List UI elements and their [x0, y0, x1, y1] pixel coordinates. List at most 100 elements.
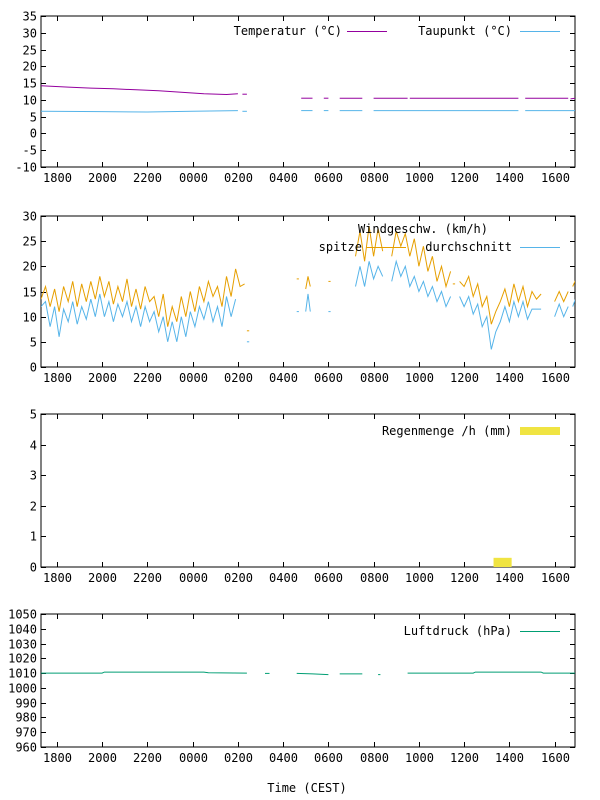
y-tick-label: 15 [23, 77, 37, 91]
x-tick-label: 1200 [450, 571, 479, 585]
y-tick-label: 980 [15, 711, 37, 725]
x-tick-label: 0200 [224, 571, 253, 585]
gust-legend-label: spitze [319, 240, 362, 254]
dewpoint-line-segment [41, 110, 238, 113]
x-tick-label: 1200 [450, 171, 479, 185]
x-tick-label: 0600 [314, 571, 343, 585]
x-tick-label: 0600 [314, 171, 343, 185]
x-tick-label: 2200 [133, 171, 162, 185]
x-tick-label: 1800 [43, 571, 72, 585]
average-line-segment [459, 295, 542, 350]
rain-legend-swatch [520, 427, 560, 435]
x-tick-label: 2000 [88, 571, 117, 585]
x-tick-label: 1400 [495, 751, 524, 765]
x-tick-label: 1600 [541, 371, 570, 385]
wind-speed-chart: 0 5 10 15 20 25 30 1800 2000 2200 0000 0200 0400 0600… [23, 210, 576, 385]
y-tick-label: 30 [23, 27, 37, 41]
average-line-segment [391, 259, 452, 309]
x-tick-label: 0200 [224, 371, 253, 385]
gust-line-segment [305, 276, 311, 290]
y-tick-label: 30 [23, 210, 37, 224]
pressure-line-segment [296, 672, 329, 676]
x-tick-label: 0600 [314, 751, 343, 765]
x-tick-label: 0800 [360, 171, 389, 185]
x-tick-label: 0800 [360, 371, 389, 385]
plot-area [41, 671, 575, 676]
plot-area [41, 85, 575, 113]
average-line-segment [355, 261, 384, 287]
x-tick-label: 0000 [179, 371, 208, 385]
x-tick-label: 0400 [269, 371, 298, 385]
x-tick-label: 1000 [405, 371, 434, 385]
x-tick-label: 2000 [88, 751, 117, 765]
y-tick-label: 5 [30, 111, 37, 125]
x-tick-label: 1200 [450, 751, 479, 765]
y-tick-label: 35 [23, 10, 37, 24]
y-tick-label: 1050 [8, 608, 37, 622]
dewpoint-legend-label: Taupunkt (°C) [418, 24, 512, 38]
y-tick-label: 20 [23, 260, 37, 274]
x-tick-label: 1600 [541, 171, 570, 185]
plot-area [41, 226, 575, 350]
y-tick-label: 960 [15, 741, 37, 755]
y-tick-label: 10 [23, 94, 37, 108]
x-tick-label: 2000 [88, 171, 117, 185]
y-tick-label: 3 [30, 469, 37, 483]
temperature-legend-label: Temperatur (°C) [234, 24, 342, 38]
gust-line-segment [554, 290, 569, 303]
air-pressure-chart: 9609709809901000101010201030104010501800… [8, 608, 576, 765]
x-tick-label: 1800 [43, 171, 72, 185]
average-line-segment [572, 298, 575, 307]
pressure-line-segment [407, 671, 575, 674]
x-tick-label: 1200 [450, 371, 479, 385]
y-tick-label: 1010 [8, 667, 37, 681]
y-tick-label: 5 [30, 408, 37, 422]
x-tick-label: 1800 [43, 371, 72, 385]
x-tick-label: 2200 [133, 571, 162, 585]
pressure-line-segment [41, 671, 247, 674]
gust-line-segment [41, 268, 245, 327]
y-tick-label: 2 [30, 500, 37, 514]
x-tick-label: 0600 [314, 371, 343, 385]
x-tick-label: 0000 [179, 571, 208, 585]
rain-bar [493, 557, 512, 567]
y-tick-label: 990 [15, 697, 37, 711]
gust-line-segment [391, 230, 452, 289]
x-tick-label: 0200 [224, 171, 253, 185]
y-tick-label: 1 [30, 530, 37, 544]
x-tick-label: 0800 [360, 571, 389, 585]
legend-title: Windgeschw. (km/h) [358, 222, 488, 236]
plot-frame [40, 413, 576, 568]
y-tick-label: 5 [30, 336, 37, 350]
x-tick-label: 1400 [495, 171, 524, 185]
y-tick-label: 970 [15, 726, 37, 740]
y-tick-label: 1030 [8, 638, 37, 652]
rainfall-chart: 0 1 2 3 4 5 1800 2000 2200 0000 0200 0400 0600 0800 10… [30, 408, 576, 585]
x-tick-label: 1400 [495, 371, 524, 385]
average-line-segment [554, 302, 569, 319]
x-tick-label: 1600 [541, 571, 570, 585]
gust-line-segment [355, 226, 384, 262]
average-line-segment [305, 293, 311, 312]
plot-frame [40, 15, 576, 168]
x-tick-label: 2200 [133, 371, 162, 385]
x-axis-label: Time (CEST) [267, 781, 346, 795]
y-tick-label: 10 [23, 311, 37, 325]
rain-legend-label: Regenmenge /h (mm) [382, 424, 512, 438]
y-tick-label: -10 [15, 161, 37, 175]
x-tick-label: 2000 [88, 371, 117, 385]
x-tick-label: 0400 [269, 751, 298, 765]
y-tick-label: 0 [30, 127, 37, 141]
average-legend-label: durchschnitt [425, 240, 512, 254]
x-tick-label: 0000 [179, 751, 208, 765]
average-line-segment [41, 293, 237, 342]
temperature-line-segment [41, 85, 238, 96]
y-tick-label: 1040 [8, 623, 37, 637]
x-tick-label: 0200 [224, 751, 253, 765]
x-tick-label: 0800 [360, 751, 389, 765]
x-tick-label: 1000 [405, 751, 434, 765]
x-tick-label: 0400 [269, 571, 298, 585]
y-tick-label: 20 [23, 60, 37, 74]
y-tick-label: 25 [23, 235, 37, 249]
